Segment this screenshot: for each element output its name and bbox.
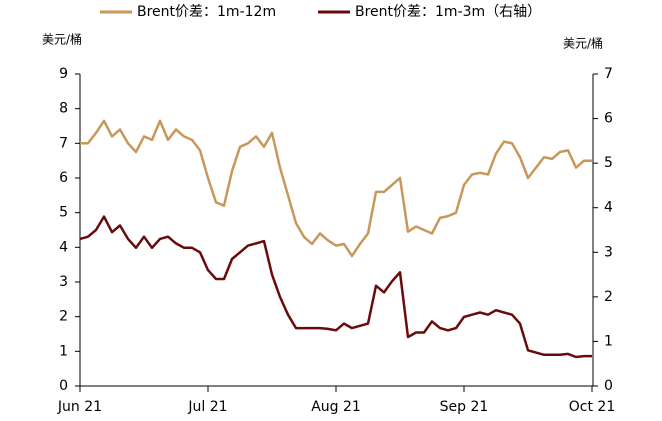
y-tick-label: 3 bbox=[59, 274, 68, 290]
y-tick-label: 4 bbox=[59, 239, 68, 255]
series-line bbox=[79, 215, 592, 359]
legend-label: Brent价差：1m-3m（右轴） bbox=[355, 4, 541, 20]
y2-tick-label: 1 bbox=[604, 333, 613, 349]
y-tick-label: 7 bbox=[59, 135, 68, 151]
series-line bbox=[80, 119, 592, 258]
x-tick-label: Sep 21 bbox=[440, 399, 489, 415]
y-tick-label: 0 bbox=[59, 378, 68, 394]
y-tick-label: 5 bbox=[59, 205, 68, 221]
y-tick-label: 9 bbox=[59, 66, 68, 82]
y2-axis-label: 美元/桶 bbox=[563, 36, 603, 51]
x-tick-label: Jun 21 bbox=[57, 399, 102, 415]
y2-tick-label: 6 bbox=[604, 111, 613, 127]
x-tick-label: Jul 21 bbox=[187, 399, 227, 415]
y-tick-label: 8 bbox=[59, 101, 68, 117]
y2-tick-label: 4 bbox=[604, 200, 613, 216]
y2-tick-label: 5 bbox=[604, 155, 613, 171]
x-tick-label: Oct 21 bbox=[569, 399, 615, 415]
y-tick-label: 6 bbox=[59, 170, 68, 186]
y-tick-label: 1 bbox=[59, 343, 68, 359]
y-axis-label: 美元/桶 bbox=[42, 32, 82, 47]
y2-tick-label: 0 bbox=[604, 378, 613, 394]
y2-tick-label: 7 bbox=[604, 66, 613, 82]
x-tick-label: Aug 21 bbox=[311, 399, 361, 415]
y2-tick-label: 3 bbox=[604, 244, 613, 260]
y2-tick-label: 2 bbox=[604, 289, 613, 305]
legend-label: Brent价差：1m-12m bbox=[137, 4, 276, 20]
y-tick-label: 2 bbox=[59, 309, 68, 325]
